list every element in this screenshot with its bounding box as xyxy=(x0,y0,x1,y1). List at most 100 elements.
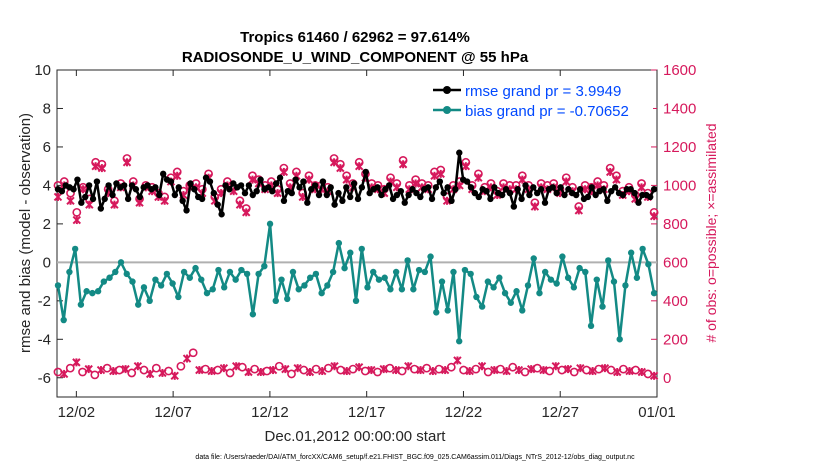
obs-circle-marker xyxy=(213,365,223,375)
obs-cross-marker xyxy=(160,196,169,206)
obs-cross-marker xyxy=(110,200,119,209)
bias-point xyxy=(284,295,291,303)
obs-circle-marker xyxy=(410,364,419,374)
rmse-point xyxy=(647,193,654,201)
left-tick-label: 6 xyxy=(43,139,51,156)
rmse-point xyxy=(105,182,112,189)
bias-point xyxy=(622,282,629,289)
obs-circle-marker xyxy=(434,364,444,374)
bias-point xyxy=(157,282,165,289)
bias-point xyxy=(404,257,411,264)
rmse-point xyxy=(121,182,128,189)
rmse-point xyxy=(389,195,397,203)
rmse-point xyxy=(378,191,385,199)
legend-bias-marker xyxy=(443,106,451,114)
bias-point xyxy=(140,284,148,291)
chart-title-line2: RADIOSONDE_U_WIND_COMPONENT @ 55 hPa xyxy=(182,49,529,66)
rmse-point xyxy=(514,186,521,193)
bias-point xyxy=(438,278,446,285)
obs-circle-marker xyxy=(606,365,616,375)
obs-cross-marker xyxy=(461,161,471,171)
rmse-point xyxy=(82,193,89,201)
bias-point xyxy=(490,284,497,291)
rmse-point xyxy=(448,197,455,204)
obs-cross-marker xyxy=(172,171,182,181)
rmse-point xyxy=(627,186,634,193)
x-tick-label: 12/02 xyxy=(58,404,96,421)
rmse-point xyxy=(452,186,459,193)
x-tick-label: 01/01 xyxy=(638,404,676,421)
left-tick-label: -6 xyxy=(38,370,51,387)
obs-circle-marker xyxy=(237,362,247,372)
obs-cross-marker xyxy=(91,161,100,171)
rmse-point xyxy=(572,191,580,199)
bias-point xyxy=(232,276,239,283)
bias-point xyxy=(255,270,262,278)
obs-circle-marker xyxy=(176,361,186,371)
rmse-point xyxy=(124,195,132,203)
obs-cross-marker xyxy=(580,185,590,194)
obs-circle-marker xyxy=(90,370,100,380)
rmse-point xyxy=(537,186,545,193)
right-tick-label: 200 xyxy=(663,331,688,348)
legend: rmse grand pr = 3.9949 bias grand pr = -… xyxy=(431,78,653,122)
rmse-point xyxy=(588,184,595,191)
obs-cross-marker xyxy=(612,175,621,184)
bias-point xyxy=(616,336,623,343)
bias-point xyxy=(530,255,537,262)
rmse-point xyxy=(600,186,607,193)
rmse-point xyxy=(311,182,319,189)
rmse-point xyxy=(183,207,190,214)
left-tick-label: 8 xyxy=(43,100,51,117)
bias-point xyxy=(570,284,578,291)
bias-point xyxy=(238,266,245,274)
rmse-point xyxy=(440,189,447,197)
right-tick-label: 1400 xyxy=(663,100,696,117)
obs-cross-marker xyxy=(78,185,88,194)
obs-cross-marker xyxy=(248,175,257,184)
left-tick-label: 4 xyxy=(43,177,51,194)
bias-point xyxy=(358,245,365,253)
bias-point xyxy=(129,278,136,285)
rmse-point xyxy=(526,191,533,199)
bias-point xyxy=(243,270,251,278)
bias-point xyxy=(180,268,188,276)
bias-point xyxy=(415,266,423,274)
rmse-point xyxy=(159,170,167,178)
rmse-point xyxy=(397,187,405,195)
rmse-point xyxy=(362,168,369,176)
rmse-point xyxy=(218,211,225,218)
rmse-point xyxy=(206,178,214,185)
bias-point xyxy=(301,282,308,289)
bias-point xyxy=(289,268,297,276)
bias-series xyxy=(54,220,658,345)
bias-point xyxy=(450,268,457,276)
rmse-point xyxy=(350,180,358,187)
rmse-point xyxy=(288,189,295,197)
rmse-point xyxy=(296,184,303,191)
obs-cross-marker xyxy=(336,163,345,173)
obs-cross-marker xyxy=(145,369,155,379)
rmse-point xyxy=(405,191,412,199)
obs-circle-marker xyxy=(397,366,407,376)
rmse-point xyxy=(214,201,221,208)
bias-point xyxy=(352,297,360,305)
bias-point xyxy=(123,270,130,278)
obs-circle-marker xyxy=(115,365,124,375)
bias-point xyxy=(375,276,383,283)
x-axis-label: Dec.01,2012 00:00:00 start xyxy=(265,428,447,445)
rmse-point xyxy=(565,186,572,193)
rmse-point xyxy=(346,193,354,201)
rmse-point xyxy=(78,199,85,206)
rmse-point xyxy=(245,182,253,189)
bias-point xyxy=(106,274,113,281)
obs-cross-marker xyxy=(279,167,289,177)
rmse-point xyxy=(534,189,541,197)
bias-point xyxy=(89,289,96,297)
rmse-point xyxy=(611,184,619,191)
rmse-point xyxy=(576,186,584,193)
bias-point xyxy=(456,338,463,345)
rmse-point xyxy=(619,191,627,199)
